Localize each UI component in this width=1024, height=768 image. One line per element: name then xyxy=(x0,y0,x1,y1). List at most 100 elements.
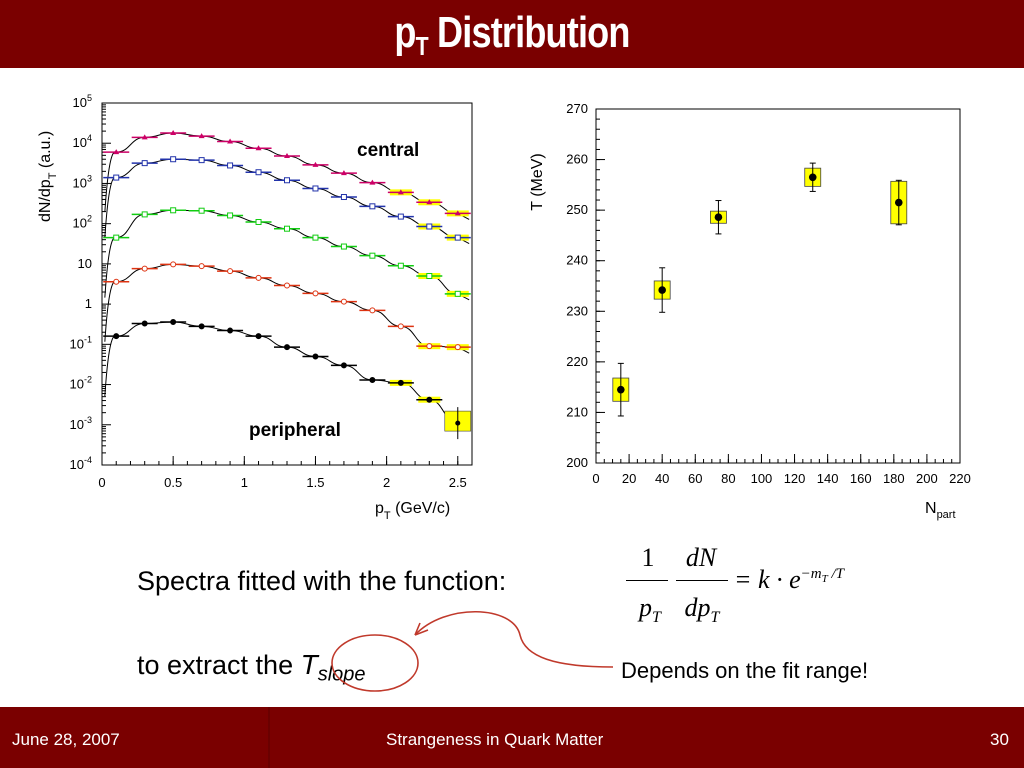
x-tick-label: 1 xyxy=(241,475,248,490)
x-tick-label: 0.5 xyxy=(164,475,182,490)
x-tick-label: 180 xyxy=(883,471,905,486)
data-point xyxy=(170,129,177,135)
temperature-vs-npart-chart: 0 20 40 60 80 100 120 140 160 180 200 220 200 210 220 2… xyxy=(529,101,971,521)
fit-curve xyxy=(104,321,470,430)
y-tick-label: 102 xyxy=(73,214,92,231)
x-tick-label: 0 xyxy=(592,471,599,486)
data-point xyxy=(312,185,319,192)
y-tick-label: 1 xyxy=(85,296,92,311)
fit-range-note: Depends on the fit range! xyxy=(621,658,869,683)
y-tick-label: 220 xyxy=(566,354,588,369)
data-point xyxy=(255,219,262,226)
x-tick-label: 2.5 xyxy=(449,475,467,490)
footer-conference: Strangeness in Quark Matter xyxy=(386,730,604,749)
data-point xyxy=(714,213,723,222)
data-point xyxy=(141,160,148,167)
data-point xyxy=(227,162,234,169)
data-point xyxy=(284,225,290,232)
x-tick-label: 1.5 xyxy=(306,475,324,490)
data-point xyxy=(198,157,205,164)
x-tick-label: 140 xyxy=(817,471,839,486)
y-tick-label: 210 xyxy=(566,404,588,419)
data-point xyxy=(255,333,262,340)
data-point xyxy=(617,385,625,394)
slide-title: pT Distribution xyxy=(394,8,630,61)
x-tick-label: 100 xyxy=(751,471,773,486)
data-point xyxy=(170,156,177,163)
y-tick-label: 230 xyxy=(566,303,588,318)
x-tick-label: 60 xyxy=(688,471,702,486)
data-point xyxy=(397,213,404,220)
data-point xyxy=(284,177,290,184)
data-point xyxy=(454,344,461,351)
data-point xyxy=(369,203,376,210)
fit-curve xyxy=(104,263,470,354)
data-point xyxy=(426,272,433,279)
data-point xyxy=(170,318,177,325)
data-point xyxy=(426,199,433,205)
data-point xyxy=(454,210,461,216)
title-bar: pT Distribution xyxy=(0,0,1024,68)
data-point xyxy=(426,343,433,350)
data-point xyxy=(255,145,262,151)
data-point xyxy=(227,327,234,334)
data-point xyxy=(397,262,404,269)
data-point xyxy=(369,376,376,383)
extract-text: to extract the Tslope xyxy=(137,649,366,686)
data-point xyxy=(170,207,177,214)
data-point xyxy=(426,223,433,230)
pt-spectra-chart: 0 0.5 1 1.5 2 2.5 10-4 10-3 10-2 10-1 1 10 102 103 104… xyxy=(37,93,473,522)
data-point xyxy=(198,133,205,139)
data-point xyxy=(312,290,319,297)
y-tick-label: 10-1 xyxy=(70,334,92,351)
data-point xyxy=(198,323,205,330)
x-tick-label: 0 xyxy=(98,475,105,490)
data-point xyxy=(312,353,319,360)
x-tick-label: 220 xyxy=(949,471,971,486)
footer-divider xyxy=(268,707,270,768)
data-point xyxy=(198,263,205,270)
data-point xyxy=(340,243,347,250)
data-point xyxy=(808,173,817,182)
y-tick-label: 10-4 xyxy=(70,455,92,472)
tslope-highlight xyxy=(331,610,614,692)
data-point xyxy=(369,252,376,259)
data-point xyxy=(141,320,148,327)
y-tick-label: 103 xyxy=(73,173,92,190)
data-point xyxy=(312,234,319,241)
data-point xyxy=(397,379,404,386)
data-point xyxy=(340,170,347,176)
x-tick-label: 120 xyxy=(784,471,806,486)
y-tick-label: 250 xyxy=(566,202,588,217)
y-tick-label: 10-2 xyxy=(70,375,92,392)
annotation-central: central xyxy=(357,140,419,161)
x-axis-label: Npart xyxy=(925,500,956,521)
y-axis-label: dN/dpT (a.u.) xyxy=(37,131,59,222)
data-point xyxy=(141,134,148,140)
data-point xyxy=(141,211,148,218)
y-tick-label: 104 xyxy=(73,133,92,150)
data-point xyxy=(369,179,376,185)
x-tick-label: 80 xyxy=(721,471,735,486)
data-point xyxy=(227,138,234,144)
data-point xyxy=(312,161,319,167)
data-point xyxy=(426,396,433,403)
footer-date: June 28, 2007 xyxy=(12,730,120,749)
data-point xyxy=(340,362,347,369)
data-point xyxy=(113,278,120,285)
y-tick-label: 10-3 xyxy=(70,415,92,432)
x-tick-label: 160 xyxy=(850,471,872,486)
data-point xyxy=(397,189,404,195)
data-point xyxy=(255,169,262,176)
data-point xyxy=(284,344,290,351)
data-point xyxy=(113,149,120,155)
data-point xyxy=(340,194,347,201)
data-point xyxy=(397,323,404,330)
data-point xyxy=(454,290,461,297)
x-tick-label: 20 xyxy=(622,471,636,486)
data-point xyxy=(227,268,234,275)
y-tick-label: 240 xyxy=(566,253,588,268)
x-tick-label: 2 xyxy=(383,475,390,490)
data-point xyxy=(369,307,376,314)
footer-bar: June 28, 2007 Strangeness in Quark Matte… xyxy=(0,707,1024,768)
